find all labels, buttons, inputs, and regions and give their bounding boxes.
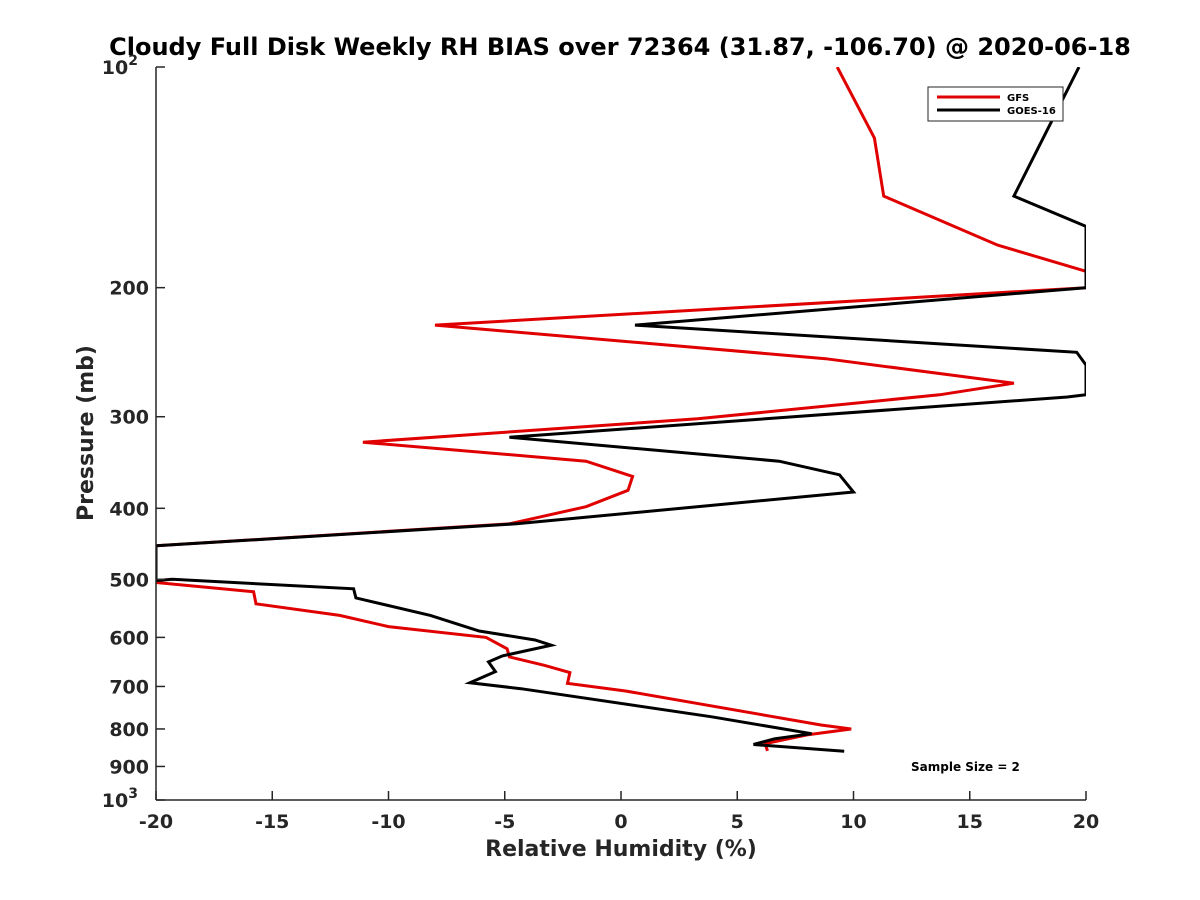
y-tick-label: 800	[109, 719, 149, 741]
series-line-goes16	[156, 67, 1086, 753]
y-tick-label: 700	[109, 676, 149, 698]
y-tick-label: 900	[109, 756, 149, 778]
x-tick-label: -15	[255, 811, 289, 833]
series-group	[156, 67, 1086, 753]
x-tick-label: 15	[957, 811, 983, 833]
x-tick-label: -10	[371, 811, 405, 833]
x-ticks: -20 -15 -10 -5 0 5 10 15 20	[139, 791, 1099, 833]
chart-title: Cloudy Full Disk Weekly RH BIAS over 723…	[109, 33, 1131, 61]
x-tick-label: -20	[139, 811, 173, 833]
legend: GFS GOES-16	[927, 86, 1064, 122]
x-tick-label: 5	[731, 811, 744, 833]
y-ticks: 102 200 300 400 500 600 700 800 900 103	[102, 53, 165, 812]
plot-area	[156, 67, 1086, 800]
y-tick-label: 103	[102, 786, 138, 812]
legend-label-gfs: GFS	[1007, 93, 1029, 104]
x-tick-label: 20	[1073, 811, 1099, 833]
x-tick-label: -5	[494, 811, 515, 833]
x-tick-label: 10	[840, 811, 866, 833]
y-tick-label: 102	[102, 53, 138, 79]
legend-label-goes16: GOES-16	[1007, 106, 1056, 117]
x-axis-label: Relative Humidity (%)	[485, 837, 757, 862]
sample-size-annotation: Sample Size = 2	[911, 760, 1020, 774]
y-tick-label: 300	[109, 407, 149, 429]
y-axis-label: Pressure (mb)	[74, 345, 99, 521]
series-line-gfs	[156, 67, 1086, 752]
x-tick-label: 0	[614, 811, 627, 833]
y-tick-label: 400	[109, 498, 149, 520]
y-tick-label: 600	[109, 627, 149, 649]
legend-box	[927, 86, 1064, 122]
y-tick-label: 200	[109, 278, 149, 300]
y-tick-label: 500	[109, 569, 149, 591]
